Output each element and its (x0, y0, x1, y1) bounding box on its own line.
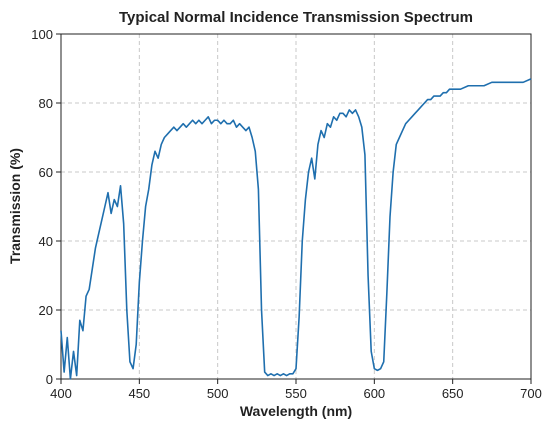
x-tick-label: 400 (50, 386, 72, 401)
x-tick-label: 650 (442, 386, 464, 401)
x-tick-label: 700 (520, 386, 542, 401)
x-tick-label: 500 (207, 386, 229, 401)
x-tick-label: 450 (128, 386, 150, 401)
y-tick-label: 100 (31, 27, 53, 42)
plot-frame (60, 33, 532, 380)
y-axis-label: Transmission (%) (7, 148, 23, 264)
x-tick-label: 550 (285, 386, 307, 401)
x-axis-label: Wavelength (nm) (240, 403, 352, 419)
y-tick-label: 0 (46, 372, 53, 387)
y-tick-label: 40 (39, 234, 53, 249)
y-tick-label: 80 (39, 96, 53, 111)
x-tick-label: 600 (363, 386, 385, 401)
chart-title: Typical Normal Incidence Transmission Sp… (119, 9, 473, 26)
y-tick-label: 60 (39, 165, 53, 180)
y-tick-label: 20 (39, 303, 53, 318)
data-line (60, 78, 532, 380)
